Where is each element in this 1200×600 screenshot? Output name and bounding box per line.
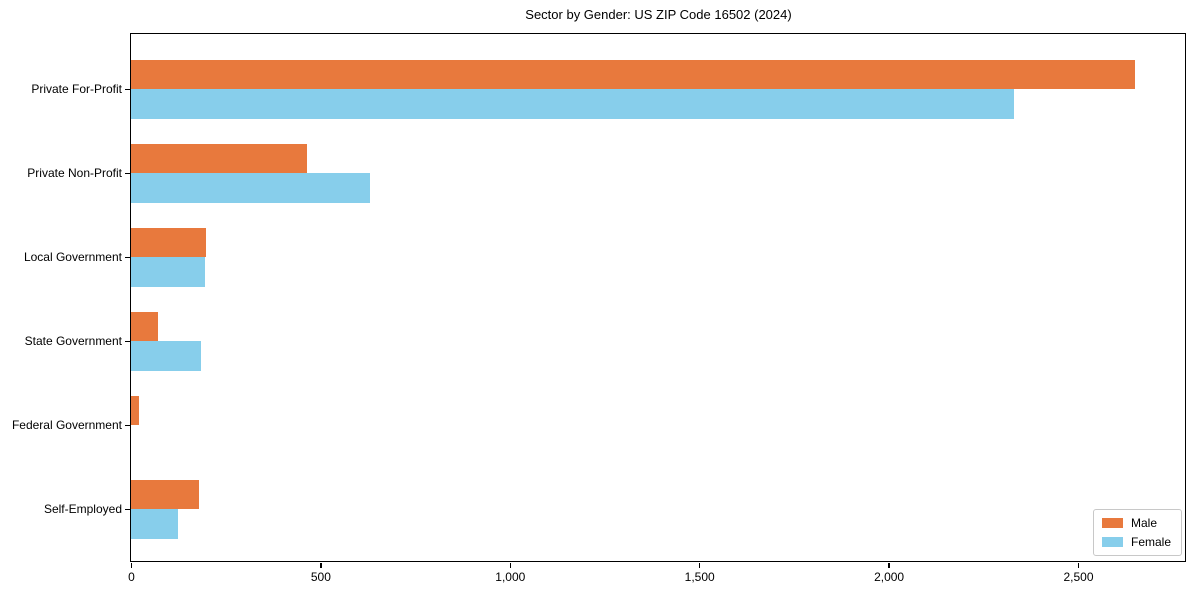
bar-female-4: [131, 341, 202, 371]
bar-female-3: [131, 257, 205, 287]
legend-item-female: Female: [1101, 535, 1171, 549]
y-tick-mark: [125, 172, 130, 175]
bar-male-2: [131, 143, 308, 173]
x-tick-label: 2,000: [874, 570, 905, 584]
y-tick-mark: [125, 256, 130, 259]
x-tick-label: 500: [310, 570, 331, 584]
x-tick-mark: [1077, 563, 1080, 568]
legend-label-female: Female: [1130, 535, 1171, 549]
y-axis-label-5: Federal Government: [11, 417, 122, 432]
legend-item-male: Male: [1101, 516, 1171, 530]
bar-female-6: [131, 509, 179, 539]
x-tick-label: 2,500: [1063, 570, 1094, 584]
x-tick-label: 0: [128, 570, 135, 584]
y-tick-mark: [125, 88, 130, 91]
y-tick-mark: [125, 424, 130, 427]
y-axis-label-2: Private Non-Profit: [27, 165, 122, 180]
y-axis-label-6: Self-Employed: [43, 501, 122, 516]
bar-male-1: [131, 59, 1135, 89]
bar-male-4: [131, 311, 158, 341]
y-tick-mark: [125, 508, 130, 511]
x-tick-label: 1,500: [684, 570, 715, 584]
y-axis-label-3: Local Government: [23, 249, 122, 264]
x-tick-mark: [698, 563, 701, 568]
chart-title: Sector by Gender: US ZIP Code 16502 (202…: [525, 7, 792, 22]
y-axis-label-4: State Government: [24, 333, 122, 348]
x-tick-mark: [130, 563, 133, 568]
x-tick-mark: [509, 563, 512, 568]
y-tick-mark: [125, 340, 130, 343]
bar-male-5: [131, 395, 139, 425]
x-tick-mark: [888, 563, 890, 568]
bar-male-6: [131, 479, 200, 509]
plot-area: Male Female: [130, 33, 1186, 562]
bar-female-2: [131, 173, 370, 203]
legend-swatch-male: [1101, 518, 1123, 528]
y-axis-label-1: Private For-Profit: [31, 81, 122, 96]
x-tick-label: 1,000: [495, 570, 526, 584]
bar-male-3: [131, 227, 206, 257]
legend: Male Female: [1092, 509, 1182, 556]
x-tick-mark: [320, 563, 322, 568]
legend-swatch-female: [1101, 537, 1123, 547]
legend-label-male: Male: [1130, 516, 1157, 530]
bar-female-1: [131, 89, 1014, 119]
